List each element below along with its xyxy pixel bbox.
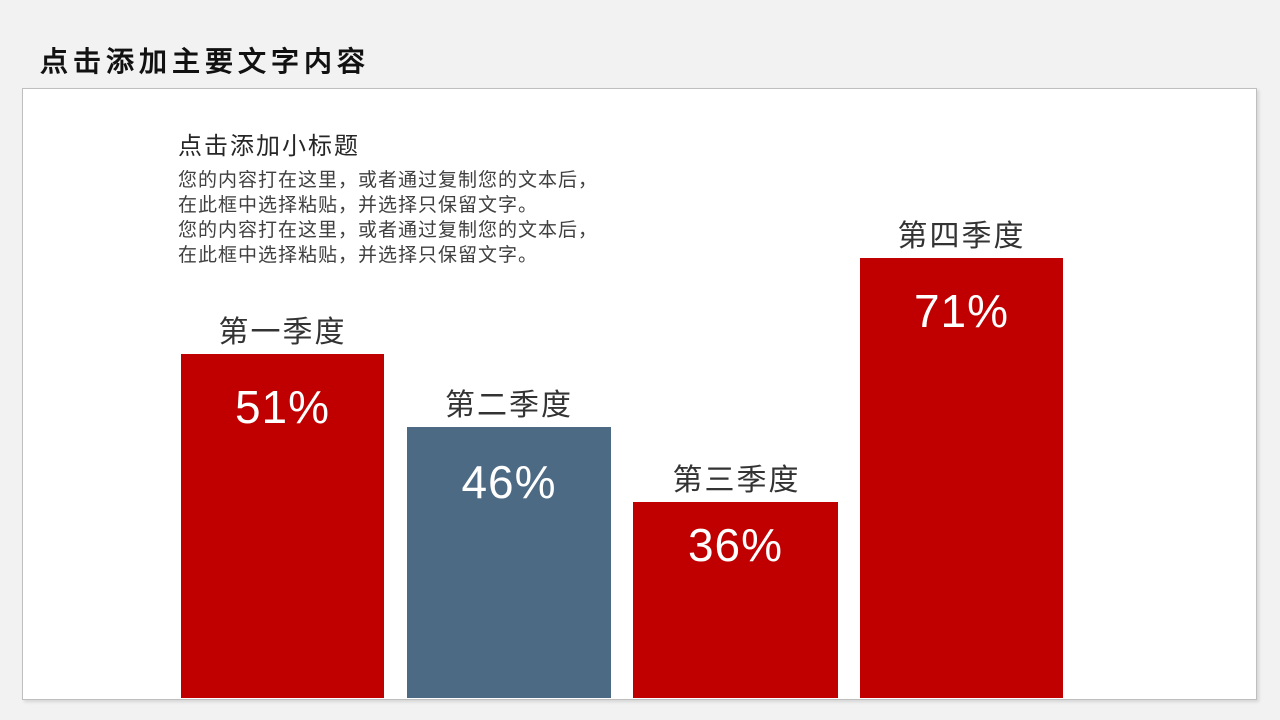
bar-category-label-q3: 第三季度 xyxy=(672,464,801,497)
bar-q1: 51% xyxy=(181,354,384,698)
bar-q3: 36% xyxy=(633,502,838,698)
bar-q2: 46% xyxy=(407,427,611,698)
bar-value-label-q2: 46% xyxy=(461,456,557,508)
body-text-line: 您的内容打在这里，或者通过复制您的文本后， xyxy=(178,220,599,241)
body-text-line: 在此框中选择粘贴，并选择只保留文字。 xyxy=(178,245,539,266)
bar-q4: 71% xyxy=(860,258,1063,698)
bar-value-label-q3: 36% xyxy=(687,519,784,571)
slide-subtitle: 点击添加小标题 xyxy=(178,133,360,160)
body-text-block: 您的内容打在这里，或者通过复制您的文本后， 在此框中选择粘贴，并选择只保留文字。… xyxy=(178,168,598,268)
bar-value-label-q4: 71% xyxy=(913,285,1010,337)
slide-title: 点击添加主要文字内容 xyxy=(40,46,371,77)
bar-value-label-q1: 51% xyxy=(234,381,331,433)
bar-category-label-q1: 第一季度 xyxy=(218,316,347,349)
bar-category-label-q2: 第二季度 xyxy=(445,389,573,422)
body-text-line: 在此框中选择粘贴，并选择只保留文字。 xyxy=(178,195,539,216)
body-text-line: 您的内容打在这里，或者通过复制您的文本后， xyxy=(178,170,599,191)
bar-category-label-q4: 第四季度 xyxy=(897,220,1026,253)
